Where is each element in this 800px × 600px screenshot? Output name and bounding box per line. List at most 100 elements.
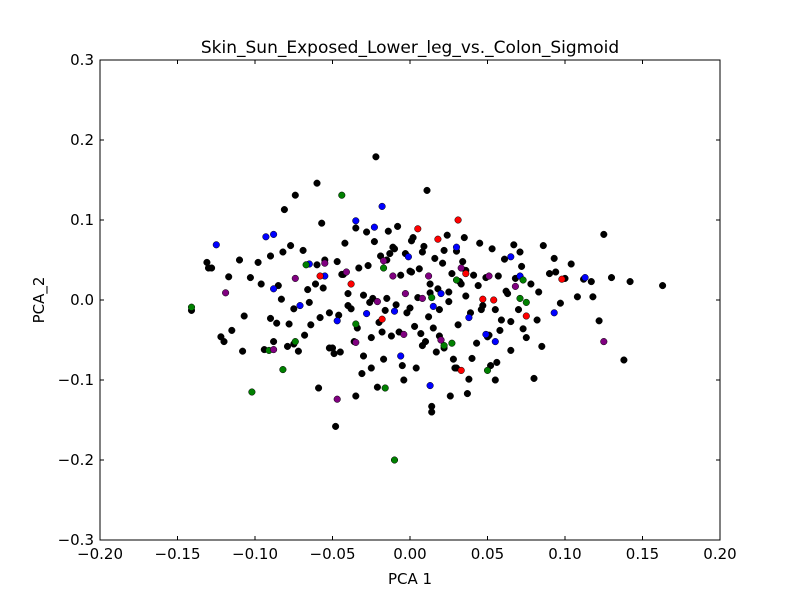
- scatter-point: [474, 282, 482, 290]
- scatter-point: [539, 242, 547, 250]
- scatter-point: [304, 286, 312, 294]
- scatter-point: [428, 408, 436, 416]
- scatter-point: [514, 306, 523, 314]
- scatter-point: [359, 352, 368, 360]
- scatter-point: [511, 282, 519, 290]
- scatter-point: [600, 338, 608, 346]
- scatter-point: [390, 456, 399, 464]
- scatter-point: [443, 231, 451, 239]
- scatter-point: [389, 272, 397, 280]
- scatter-point: [273, 319, 281, 327]
- scatter-point: [502, 287, 510, 295]
- scatter-point: [383, 294, 391, 302]
- plot-points: [187, 153, 667, 464]
- scatter-point: [535, 288, 543, 296]
- scatter-point: [522, 298, 530, 306]
- scatter-point: [522, 334, 530, 342]
- scatter-point: [336, 348, 344, 356]
- scatter-point: [367, 364, 375, 372]
- scatter-point: [302, 261, 310, 269]
- scatter-point: [358, 370, 366, 378]
- scatter-point: [462, 270, 470, 278]
- chart-title: Skin_Sun_Exposed_Lower_leg_vs._Colon_Sig…: [201, 38, 619, 58]
- scatter-point: [257, 280, 265, 288]
- scatter-point: [454, 321, 462, 329]
- scatter-point: [519, 325, 527, 333]
- scatter-point: [381, 306, 389, 314]
- scatter-point: [318, 219, 326, 227]
- scatter-point: [347, 305, 355, 313]
- scatter-point: [507, 346, 515, 354]
- scatter-point: [321, 259, 329, 267]
- scatter-point: [266, 314, 275, 322]
- scatter-point: [378, 202, 386, 210]
- scatter-point: [341, 239, 349, 247]
- y-axis-label: PCA_2: [30, 277, 49, 324]
- x-tick-label: 0.00: [393, 545, 426, 563]
- scatter-point: [659, 282, 667, 290]
- scatter-point: [325, 309, 333, 317]
- scatter-point: [435, 306, 443, 314]
- scatter-point: [457, 366, 465, 374]
- scatter-point: [516, 294, 524, 302]
- scatter-point: [266, 252, 275, 260]
- scatter-point: [355, 264, 363, 272]
- scatter-point: [522, 312, 530, 320]
- scatter-point: [437, 336, 445, 344]
- scatter-point: [465, 314, 473, 322]
- scatter-point: [325, 344, 333, 352]
- scatter-point: [363, 310, 371, 318]
- scatter-point: [301, 331, 309, 339]
- scatter-point: [319, 284, 327, 292]
- scatter-point: [462, 292, 470, 300]
- scatter-point: [370, 238, 378, 246]
- scatter-point: [313, 261, 321, 269]
- scatter-point: [414, 225, 422, 233]
- scatter-point: [287, 242, 295, 250]
- scatter-point: [363, 228, 371, 236]
- scatter-point: [386, 250, 394, 258]
- scatter-point: [425, 313, 433, 321]
- scatter-point: [411, 322, 419, 330]
- scatter-point: [367, 334, 375, 342]
- scatter-point: [235, 256, 244, 264]
- scatter-point: [333, 258, 341, 266]
- scatter-point: [429, 324, 437, 332]
- scatter-point: [400, 330, 408, 338]
- scatter-point: [294, 347, 302, 355]
- scatter-point: [390, 307, 399, 315]
- scatter-point: [426, 280, 434, 288]
- scatter-point: [463, 390, 471, 398]
- scatter-point: [485, 272, 493, 280]
- scatter-point: [527, 280, 535, 288]
- scatter-point: [459, 258, 467, 266]
- scatter-point: [333, 317, 341, 325]
- scatter-point: [398, 362, 406, 370]
- scatter-point: [400, 376, 408, 384]
- scatter-point: [370, 223, 378, 231]
- scatter-point: [212, 241, 220, 249]
- scatter-point: [283, 342, 292, 350]
- scatter-point: [581, 274, 589, 282]
- scatter-point: [254, 258, 262, 266]
- scatter-point: [493, 358, 501, 366]
- y-tick-label: 0.0: [70, 291, 94, 309]
- scatter-point: [425, 272, 433, 280]
- axis-ticks: −0.20 −0.15 −0.10 −0.05 0.00 0.05 0.10 0.15 0.20…: [58, 51, 737, 563]
- scatter-point: [412, 364, 420, 372]
- scatter-point: [401, 290, 409, 298]
- y-tick-label: −0.3: [58, 531, 94, 549]
- x-tick-label: −0.15: [155, 545, 201, 563]
- y-tick-label: 0.3: [70, 51, 94, 69]
- y-tick-label: −0.1: [58, 371, 94, 389]
- scatter-point: [406, 304, 414, 312]
- scatter-point: [296, 302, 304, 310]
- scatter-point: [316, 314, 324, 322]
- scatter-point: [452, 276, 461, 284]
- scatter-point: [390, 245, 399, 253]
- scatter-point: [392, 301, 400, 309]
- scatter-point: [307, 321, 315, 329]
- x-tick-label: 0.10: [548, 545, 581, 563]
